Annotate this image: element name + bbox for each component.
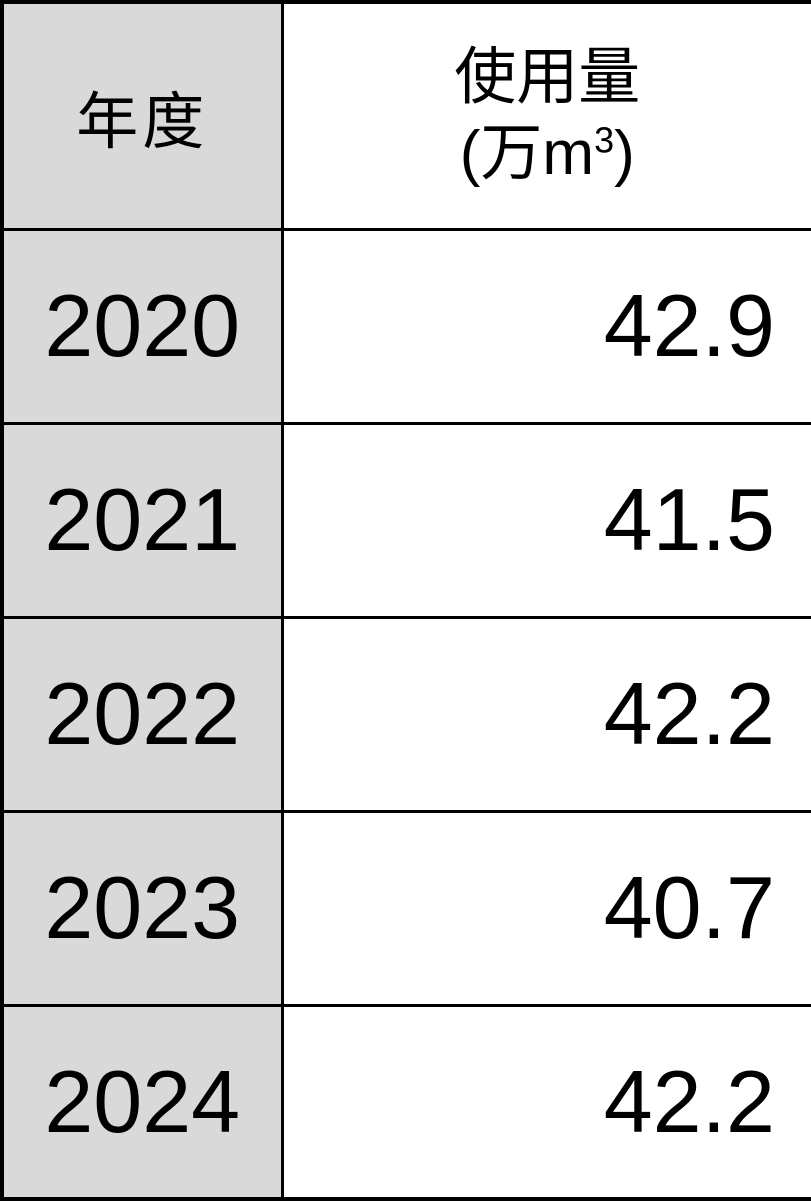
superscript-3: 3 [594, 119, 615, 161]
year-cell: 2021 [0, 421, 284, 619]
table-row: 2021 41.5 [0, 421, 811, 619]
year-cell: 2023 [0, 809, 284, 1007]
header-cell-usage: 使用量 (万m3) [280, 0, 811, 231]
year-cell: 2024 [0, 1003, 284, 1201]
usage-unit: (万m3) [284, 116, 811, 192]
unit-close: ) [614, 118, 635, 188]
value-cell: 41.5 [280, 421, 811, 619]
unit-open: (万m [459, 118, 595, 188]
table-row: 2023 40.7 [0, 809, 811, 1007]
value-cell: 42.2 [280, 615, 811, 813]
value-cell: 42.9 [280, 227, 811, 425]
table-row: 2022 42.2 [0, 615, 811, 813]
table-header-row: 年度 使用量 (万m3) [0, 0, 811, 231]
header-cell-year: 年度 [0, 0, 284, 231]
year-cell: 2022 [0, 615, 284, 813]
table-row: 2024 42.2 [0, 1003, 811, 1201]
table-row: 2020 42.9 [0, 227, 811, 425]
usage-title: 使用量 [454, 43, 641, 113]
value-cell: 42.2 [280, 1003, 811, 1201]
value-cell: 40.7 [280, 809, 811, 1007]
year-cell: 2020 [0, 227, 284, 425]
